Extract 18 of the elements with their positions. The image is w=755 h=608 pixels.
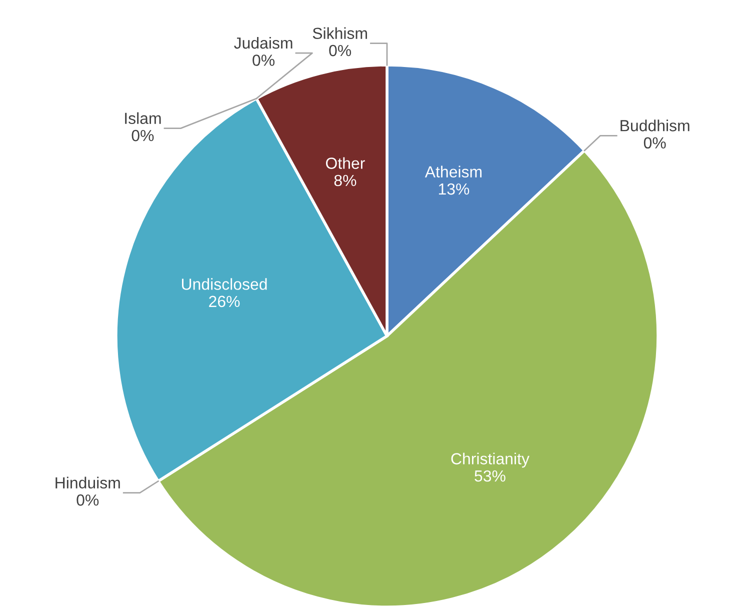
text: 0% bbox=[329, 44, 352, 56]
legend-label: Hinduism bbox=[56, 476, 120, 489]
category-label: Buddhism bbox=[620, 120, 690, 132]
slice-label: Undisclosed bbox=[182, 278, 267, 290]
category-label: Sikhism bbox=[312, 27, 367, 40]
data-label: 13% bbox=[438, 183, 470, 195]
slice-label: Atheism bbox=[424, 166, 482, 178]
category-label: Judaism bbox=[234, 36, 292, 49]
text: 0% bbox=[644, 137, 666, 149]
data-label: 53% bbox=[474, 470, 506, 482]
text: 0% bbox=[76, 494, 99, 506]
data-label: 8% bbox=[334, 174, 356, 186]
slice-label: Christianity bbox=[451, 452, 530, 468]
text: 0% bbox=[252, 54, 275, 66]
category-label: Islam bbox=[125, 112, 161, 124]
data-label: 26% bbox=[209, 296, 240, 308]
slice-label: Other bbox=[326, 157, 365, 169]
text: 0% bbox=[132, 130, 154, 142]
